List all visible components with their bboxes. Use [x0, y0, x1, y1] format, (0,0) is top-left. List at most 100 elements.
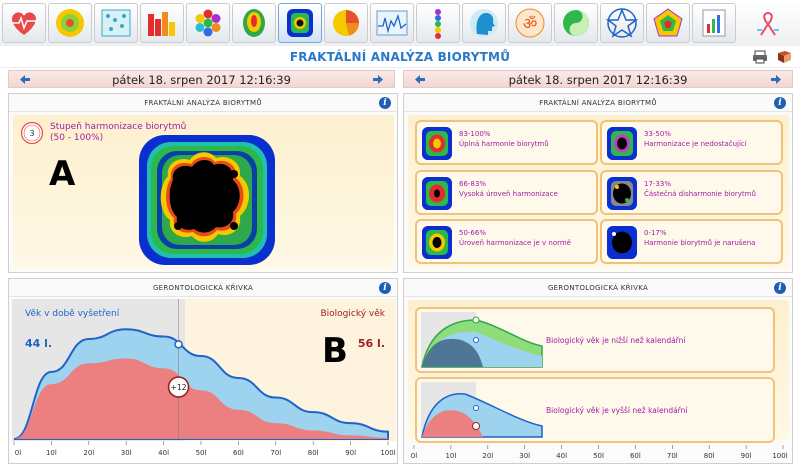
legend-text: Harmonizace je nedostačující	[644, 140, 747, 148]
pentagon-tool-button[interactable]	[646, 3, 690, 43]
report-tool-button[interactable]	[692, 3, 736, 43]
panel-header: FRAKTÁLNÍ ANALÝZA BIORYTMŮ i	[404, 94, 792, 112]
star-icon	[605, 7, 639, 38]
heart-icon	[11, 12, 37, 35]
x-tick-label: 40l	[158, 449, 169, 457]
younger-bio-age-card[interactable]: Biologický věk je nižší než kalendářní	[415, 307, 775, 373]
info-icon[interactable]: i	[379, 97, 391, 109]
yinyang-tool-button[interactable]	[554, 3, 598, 43]
next-arrow-icon[interactable]	[372, 74, 384, 85]
x-tick-label: 30l	[519, 452, 530, 460]
pentagon-radar-icon	[653, 8, 683, 37]
report-chart-icon	[702, 9, 726, 37]
age-difference-badge: +12	[167, 376, 190, 398]
om-tool-button[interactable]: ॐ	[508, 3, 552, 43]
legend-text: Úroveň harmonizace je v normě	[459, 239, 571, 247]
info-icon[interactable]: i	[379, 282, 391, 294]
title-row: FRAKTÁLNÍ ANALÝZA BIORYTMŮ	[0, 46, 800, 68]
fractal-tool-button[interactable]	[278, 3, 322, 43]
x-tick-label: 70l	[667, 452, 678, 460]
om-icon: ॐ	[515, 8, 545, 38]
spine-chakra-icon	[435, 9, 441, 39]
scatter-tool-button[interactable]	[94, 3, 138, 43]
x-tick-label: 30l	[121, 449, 132, 457]
bars-tool-button[interactable]	[140, 3, 184, 43]
older-bio-age-card[interactable]: Biologický věk je vyšší než kalendářní	[415, 377, 775, 443]
ribbon-tool-button[interactable]	[746, 3, 790, 43]
panel-header: GERONTOLOGICKÁ KŘIVKA i	[9, 279, 397, 297]
sphere-icon	[56, 9, 84, 37]
printer-icon[interactable]	[752, 50, 768, 64]
main-toolbar: ॐ	[0, 0, 800, 46]
legend-range: 0-17%	[644, 229, 667, 237]
scatter-chart-icon	[101, 9, 131, 37]
legend-card[interactable]: 17-33% Částečná disharmonie biorytmů	[600, 170, 783, 215]
fractal-thumbnail-icon	[422, 127, 452, 160]
legend-card[interactable]: 66-83% Vysoká úroveň harmonizace	[415, 170, 598, 215]
marker-b: B	[322, 331, 348, 371]
age-value: 44 l.	[25, 337, 53, 350]
harmony-legend-panel: FRAKTÁLNÍ ANALÝZA BIORYTMŮ i 83-100% Úpl…	[403, 93, 793, 273]
bar-chart-icon	[148, 12, 175, 36]
left-date-text: pátek 18. srpen 2017 12:16:39	[112, 73, 291, 87]
next-arrow-icon[interactable]	[770, 74, 782, 85]
panel-header: FRAKTÁLNÍ ANALÝZA BIORYTMŮ i	[9, 94, 397, 112]
info-icon[interactable]: i	[774, 97, 786, 109]
x-tick-label: 100l	[380, 449, 395, 457]
fractal-thumbnail-icon	[422, 177, 452, 210]
x-tick-label: 10l	[445, 452, 456, 460]
panel-title: FRAKTÁLNÍ ANALÝZA BIORYTMŮ	[144, 99, 262, 107]
head-profile-icon	[470, 9, 498, 37]
fractal-thumbnail-icon	[422, 226, 452, 259]
star-tool-button[interactable]	[600, 3, 644, 43]
spine-tool-button[interactable]	[416, 3, 460, 43]
fractal-thumbnail-icon	[607, 127, 637, 160]
x-tick-label: 90l	[345, 449, 356, 457]
older-curve-thumbnail	[421, 382, 543, 438]
legend-card[interactable]: 0-17% Harmonie biorytmů je narušena	[600, 219, 783, 264]
wave-tool-button[interactable]	[370, 3, 414, 43]
gerontology-chart: +12 0l 10l 20l 30l 40l 50l 60l 70l 80l 90l 100l	[12, 299, 396, 463]
legend-text: Úplná harmonie biorytmů	[459, 140, 549, 148]
legend-range: 83-100%	[459, 130, 491, 138]
right-date-text: pátek 18. srpen 2017 12:16:39	[508, 73, 688, 87]
pie-tool-button[interactable]	[324, 3, 368, 43]
x-tick-label: 40l	[556, 452, 567, 460]
x-tick-label: 50l	[593, 452, 604, 460]
legend-range: 66-83%	[459, 180, 486, 188]
x-tick-label: 60l	[233, 449, 244, 457]
panel-title: GERONTOLOGICKÁ KŘIVKA	[152, 284, 254, 292]
harmony-level-badge: 3	[20, 121, 44, 145]
legend-text: Částečná disharmonie biorytmů	[644, 190, 756, 198]
hexagons-tool-button[interactable]	[186, 3, 230, 43]
svg-text:ॐ: ॐ	[523, 14, 538, 33]
info-icon[interactable]: i	[774, 282, 786, 294]
ribbon-icon	[757, 11, 779, 36]
book-icon[interactable]	[776, 50, 792, 64]
older-bio-age-text: Biologický věk je vyšší než kalendářní	[546, 406, 688, 415]
x-tick-label: 80l	[308, 449, 319, 457]
legend-card[interactable]: 50-66% Úroveň harmonizace je v normě	[415, 219, 598, 264]
legend-range: 17-33%	[644, 180, 671, 188]
heart-tool-button[interactable]	[2, 3, 46, 43]
prev-arrow-icon[interactable]	[19, 74, 31, 85]
prev-arrow-icon[interactable]	[414, 74, 426, 85]
harmony-level-value: 3	[29, 129, 34, 138]
page-title: FRAKTÁLNÍ ANALÝZA BIORYTMŮ	[289, 50, 511, 64]
sphere-tool-button[interactable]	[48, 3, 92, 43]
head-tool-button[interactable]	[462, 3, 506, 43]
brain-map-tool-button[interactable]	[232, 3, 276, 43]
x-tick-label: 0l	[411, 452, 417, 460]
younger-bio-age-text: Biologický věk je nižší než kalendářní	[546, 336, 686, 345]
legend-card[interactable]: 33-50% Harmonizace je nedostačující	[600, 120, 783, 165]
x-tick-label: 60l	[630, 452, 641, 460]
fractal-panel: FRAKTÁLNÍ ANALÝZA BIORYTMŮ i 3 Stupeň ha…	[8, 93, 398, 273]
fractal-thumbnail-icon	[607, 177, 637, 210]
younger-curve-thumbnail	[421, 312, 543, 368]
hexagons-icon	[195, 9, 221, 37]
x-tick-label: 80l	[704, 452, 715, 460]
legend-card[interactable]: 83-100% Úplná harmonie biorytmů	[415, 120, 598, 165]
legend-range: 50-66%	[459, 229, 486, 237]
age-difference-value: +12	[171, 383, 187, 392]
right-date-bar: pátek 18. srpen 2017 12:16:39	[403, 70, 793, 88]
